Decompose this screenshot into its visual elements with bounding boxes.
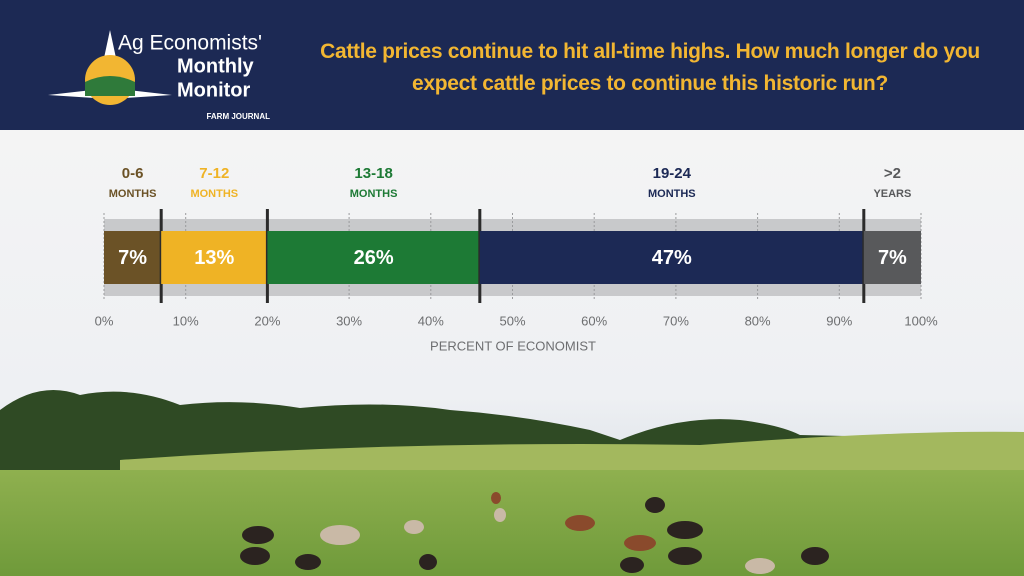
bar-segment bbox=[161, 231, 268, 284]
legend-label: 19-24 bbox=[653, 165, 692, 182]
header bbox=[0, 0, 1024, 130]
value-label: 7% bbox=[878, 247, 907, 269]
chart-title: Cattle prices continue to hit all-time h… bbox=[320, 40, 980, 95]
x-tick-label: 90% bbox=[826, 313, 852, 328]
x-tick-label: 80% bbox=[745, 313, 771, 328]
x-tick-label: 50% bbox=[499, 313, 525, 328]
legend-unit: MONTHS bbox=[648, 188, 696, 200]
value-label: 47% bbox=[652, 247, 692, 269]
bar-segment bbox=[479, 231, 864, 284]
landscape bbox=[0, 390, 1024, 576]
logo-line: Ag Economists' bbox=[118, 32, 262, 55]
value-label: 7% bbox=[118, 247, 147, 269]
value-label: 26% bbox=[354, 247, 394, 269]
bar-segment bbox=[863, 231, 921, 284]
legend-unit: YEARS bbox=[873, 188, 911, 200]
x-tick-label: 100% bbox=[904, 313, 938, 328]
x-tick-label: 30% bbox=[336, 313, 362, 328]
logo-line: Monthly bbox=[177, 55, 255, 77]
x-axis-label: PERCENT OF ECONOMIST bbox=[430, 338, 596, 353]
legend-unit: MONTHS bbox=[350, 188, 398, 200]
legend-label: >2 bbox=[884, 165, 901, 182]
x-tick-label: 70% bbox=[663, 313, 689, 328]
x-tick-label: 0% bbox=[95, 313, 114, 328]
x-tick-label: 40% bbox=[418, 313, 444, 328]
x-tick-label: 20% bbox=[254, 313, 280, 328]
legend-label: 13-18 bbox=[354, 165, 392, 182]
logo-icon bbox=[48, 30, 172, 105]
bar-segment bbox=[104, 231, 162, 284]
legend-unit: MONTHS bbox=[109, 188, 157, 200]
legend-label: 0-6 bbox=[122, 165, 144, 182]
legend-label: 7-12 bbox=[199, 165, 229, 182]
logo-brand: FARM JOURNAL bbox=[206, 112, 270, 121]
legend-unit: MONTHS bbox=[190, 188, 238, 200]
x-tick-label: 10% bbox=[173, 313, 199, 328]
bar-segment bbox=[267, 231, 480, 284]
logo-line: Monitor bbox=[177, 79, 251, 101]
value-label: 13% bbox=[194, 247, 234, 269]
x-tick-label: 60% bbox=[581, 313, 607, 328]
